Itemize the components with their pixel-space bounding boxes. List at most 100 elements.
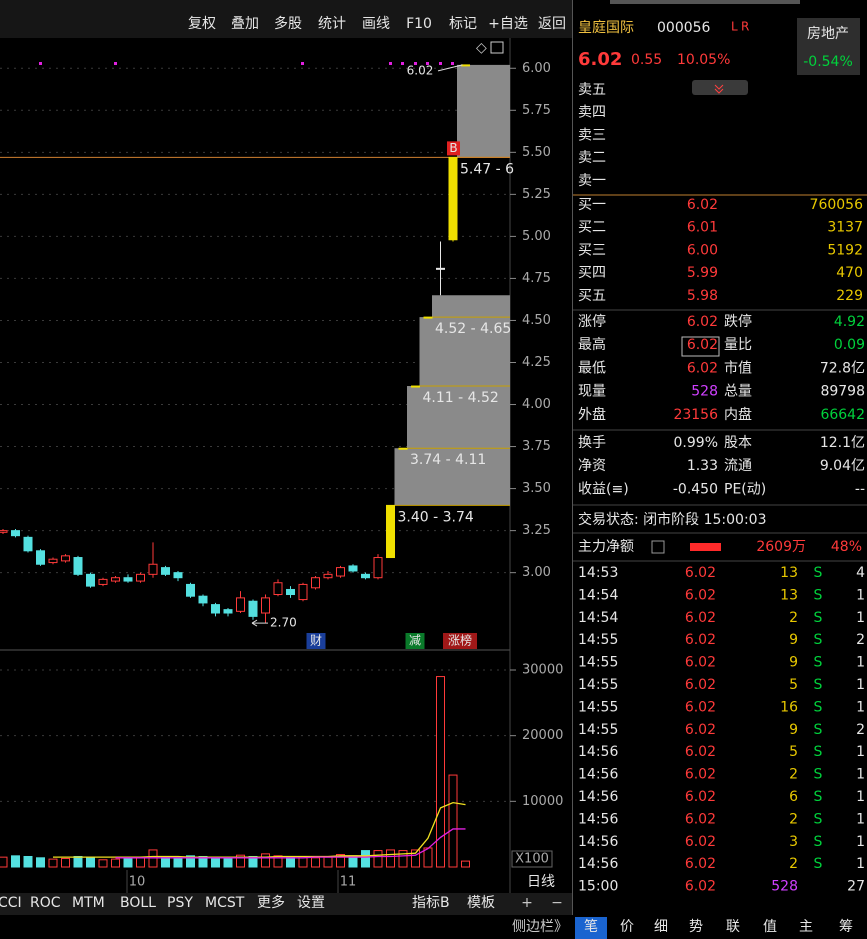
side-tab[interactable]: 价 (620, 919, 634, 935)
stat-label: 最低 (578, 360, 606, 376)
trade-time: 14:54 (578, 587, 618, 603)
candle-body (36, 550, 45, 565)
high-label: 6.02 (407, 63, 434, 77)
indicator-tab[interactable]: MCST (205, 895, 245, 911)
trade-side: S (814, 811, 823, 827)
indicator-tab[interactable]: BOLL (120, 895, 156, 911)
indicator-tab[interactable]: 更多 (257, 894, 285, 911)
side-tab[interactable]: 笔 (584, 919, 598, 935)
indicator-tab[interactable]: 设置 (297, 895, 325, 911)
toolbar-button[interactable]: 标记 (449, 16, 477, 32)
gap-label: 4.52 - 4.65 (435, 321, 511, 337)
side-tab[interactable]: 势 (689, 919, 703, 935)
trade-time: 14:56 (578, 856, 618, 872)
trade-time: 14:55 (578, 699, 618, 715)
volume-bar (186, 855, 195, 868)
stat-label: 跌停 (724, 313, 752, 330)
stock-name: 皇庭国际 (578, 19, 634, 36)
indicator-tab[interactable]: 模板 (467, 895, 495, 911)
indicator-tab[interactable]: ROC (30, 895, 61, 911)
candle-body (423, 316, 433, 319)
trade-volume: 13 (780, 587, 798, 603)
trade-price: 6.02 (685, 834, 716, 850)
volume-bar (373, 850, 383, 868)
trade-volume: 9 (789, 722, 798, 738)
trade-price: 6.02 (685, 677, 716, 693)
gap-box (394, 448, 510, 506)
ask-label: 卖一 (578, 173, 606, 189)
toolbar-button[interactable]: 画线 (362, 16, 390, 32)
sector-change: -0.54% (803, 54, 853, 70)
price-tick-label: 3.50 (522, 481, 551, 496)
indicator-tab[interactable]: PSY (167, 895, 193, 911)
active-tab[interactable] (575, 917, 607, 939)
candle-body (323, 573, 333, 579)
dot (414, 62, 417, 65)
volume-bar (248, 855, 258, 868)
trade-side: S (814, 677, 823, 693)
side-tab[interactable]: 值 (763, 919, 777, 935)
trade-side: S (814, 565, 823, 581)
event-tag[interactable]: 减 (409, 634, 421, 648)
zoom-button[interactable]: − (551, 895, 563, 911)
bid-price: 5.99 (687, 265, 718, 281)
dot (451, 62, 454, 65)
event-tag[interactable]: 财 (310, 634, 322, 648)
bid-label: 买二 (578, 220, 606, 236)
side-tab[interactable]: 联 (726, 919, 740, 935)
volume-bar (286, 856, 295, 868)
trade-price: 6.02 (685, 587, 716, 603)
icon[interactable] (490, 41, 504, 54)
trade-volume: 3 (789, 834, 798, 850)
gap-label: 5.47 - 6 (460, 161, 514, 177)
volume-bar (398, 850, 408, 868)
trade-volume: 2 (789, 811, 798, 827)
trade-count: 1 (856, 699, 865, 715)
event-tag-bg[interactable] (405, 633, 425, 649)
event-tag-bg[interactable] (306, 633, 326, 649)
gap-box (457, 64, 510, 158)
indicator-tab[interactable]: CCI (0, 895, 22, 911)
side-tab[interactable]: 筹 (839, 918, 853, 935)
trade-status: 交易状态: 闭市阶段 15:00:03 (578, 511, 767, 528)
trade-count: 2 (856, 722, 865, 738)
toolbar-button[interactable]: +自选 (488, 16, 528, 32)
buy-badge (447, 141, 460, 156)
indicator-tab[interactable]: MTM (72, 895, 105, 911)
bid-price: 6.01 (687, 220, 718, 236)
indicator-tab[interactable]: 指标B (412, 895, 450, 911)
event-tag[interactable]: 涨榜 (448, 633, 472, 648)
toolbar-button[interactable]: 返回 (538, 16, 566, 32)
price-tick-label: 5.50 (522, 145, 551, 160)
candle-body (11, 530, 20, 537)
trade-price: 6.02 (685, 879, 716, 895)
candle-body (111, 577, 120, 582)
toolbar-button[interactable]: F10 (406, 16, 432, 32)
scroll-bar (610, 0, 800, 4)
side-tab[interactable]: 细 (654, 919, 668, 935)
sidebar-toggle[interactable]: 侧边栏》 (512, 919, 568, 935)
candle-body (211, 604, 220, 614)
stat-value: 6.02 (687, 360, 718, 376)
trade-time: 15:00 (578, 879, 618, 895)
period-label[interactable]: 日线 (527, 874, 555, 890)
zoom-button[interactable]: + (521, 895, 533, 911)
candle-body (136, 573, 145, 582)
trade-volume: 2 (789, 767, 798, 783)
icon[interactable]: ◇ (476, 40, 487, 56)
price-tick-label: 5.75 (522, 103, 551, 118)
price-tick-label: 5.00 (522, 229, 551, 244)
unit-label: X100 (515, 852, 549, 867)
toolbar-button[interactable]: 多股 (274, 15, 302, 32)
stat-value: 72.8亿 (820, 360, 865, 376)
stat-label: 内盘 (724, 406, 752, 423)
volume-bar (148, 849, 158, 868)
volume-bar (386, 849, 395, 868)
event-tag-bg[interactable] (443, 633, 477, 649)
toolbar-button[interactable]: 统计 (318, 16, 346, 32)
toolbar-button[interactable]: 叠加 (231, 16, 259, 32)
side-tab[interactable]: 主 (799, 919, 813, 935)
volume-bar (236, 854, 245, 868)
toolbar-button[interactable]: 复权 (188, 15, 216, 32)
trade-volume: 5 (789, 744, 798, 760)
